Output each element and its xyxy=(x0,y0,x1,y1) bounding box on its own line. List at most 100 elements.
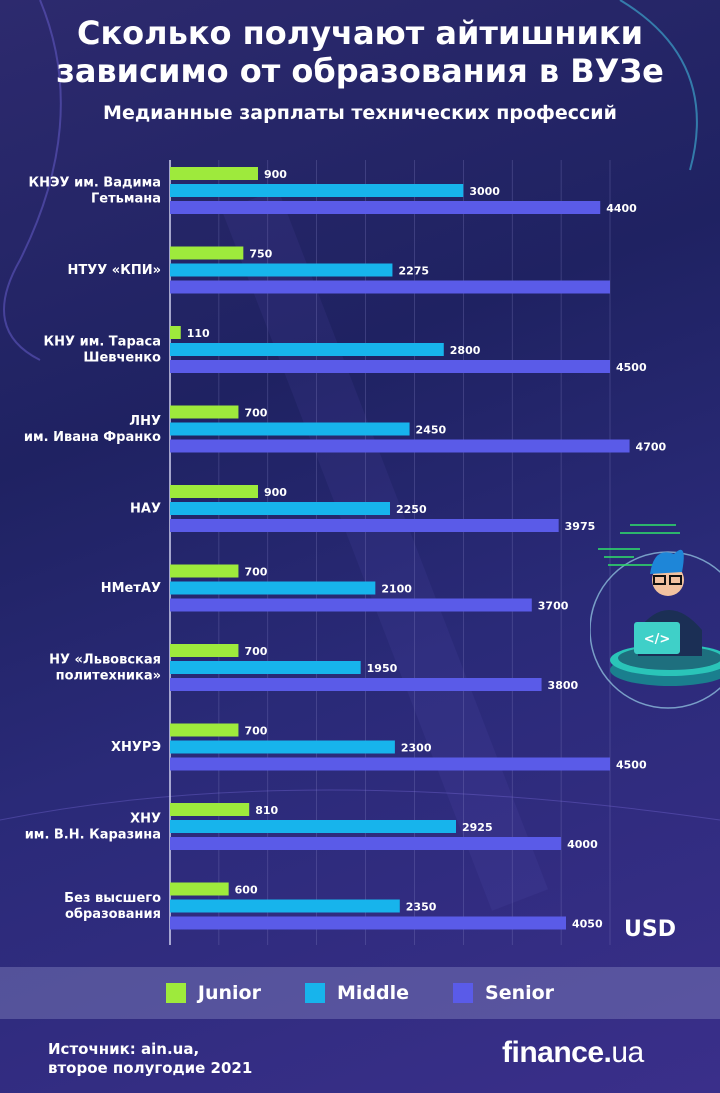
legend-swatch-senior xyxy=(453,983,474,1003)
bar-senior xyxy=(170,598,532,612)
category-label: политехника» xyxy=(56,669,161,684)
category-label: Без высшего xyxy=(64,891,161,906)
bar-junior xyxy=(170,405,239,419)
unit-label: USD xyxy=(624,917,676,942)
category-label: Шевченко xyxy=(83,351,161,366)
data-label-senior: 3700 xyxy=(538,600,569,613)
svg-text:</>: </> xyxy=(644,632,671,647)
page-subtitle: Медианные зарплаты технических профессий xyxy=(103,102,617,124)
chart-legend: Junior Middle Senior xyxy=(0,967,720,1019)
legend-item-senior: Senior xyxy=(453,982,554,1004)
category-label: им. Ивана Франко xyxy=(24,430,161,445)
programmer-laptop-icon: </> xyxy=(589,510,720,724)
legend-label-junior: Junior xyxy=(197,982,261,1004)
bar-senior xyxy=(170,280,610,294)
data-label-senior: 4500 xyxy=(616,361,647,374)
data-label-middle: 2925 xyxy=(462,821,493,834)
bar-middle xyxy=(170,502,390,515)
category-label: НМетАУ xyxy=(101,581,161,596)
logo-text-dot: . xyxy=(603,1036,612,1069)
category-label: ЛНУ xyxy=(129,414,161,429)
data-label-middle: 2450 xyxy=(416,424,447,437)
data-label-middle: 2275 xyxy=(398,265,429,278)
data-label-senior: 4000 xyxy=(567,838,598,851)
bar-middle xyxy=(170,263,393,277)
category-label: НАУ xyxy=(130,502,161,517)
category-label: Гетьмана xyxy=(91,192,161,207)
category-label: образования xyxy=(65,907,161,922)
data-label-junior: 900 xyxy=(264,486,287,499)
bar-middle xyxy=(170,422,410,436)
bar-senior xyxy=(170,519,559,532)
bar-senior xyxy=(170,678,542,691)
data-label-senior: 3975 xyxy=(565,520,596,533)
bar-junior xyxy=(170,803,250,816)
data-label-senior: 4400 xyxy=(606,202,637,215)
data-label-senior: 4500 xyxy=(616,759,647,772)
bar-senior xyxy=(170,201,601,214)
data-label-middle: 2800 xyxy=(450,344,481,357)
bar-junior xyxy=(170,326,181,339)
bar-junior xyxy=(170,485,258,498)
finance-ua-logo: finance.ua xyxy=(502,1036,644,1070)
data-label-middle: 2300 xyxy=(401,742,432,755)
data-label-junior: 700 xyxy=(244,725,267,738)
logo-text-tld: ua xyxy=(611,1036,644,1069)
data-label-junior: 600 xyxy=(235,884,258,897)
bar-middle xyxy=(170,820,456,833)
data-label-middle: 2100 xyxy=(381,583,412,596)
legend-item-junior: Junior xyxy=(165,982,261,1004)
data-label-senior: 4700 xyxy=(636,441,667,454)
category-label: НУ «Львовская xyxy=(49,653,161,668)
category-label: ХНУРЭ xyxy=(111,740,161,755)
bar-middle xyxy=(170,581,376,595)
data-label-middle: 2250 xyxy=(396,503,427,516)
legend-swatch-middle xyxy=(304,983,325,1003)
bar-middle xyxy=(170,661,361,674)
source-line-1: Источник: ain.ua, xyxy=(48,1040,200,1058)
data-label-junior: 700 xyxy=(244,645,267,658)
bar-junior xyxy=(170,246,244,260)
data-label-junior: 110 xyxy=(187,327,210,340)
data-label-junior: 700 xyxy=(244,566,267,579)
bar-senior xyxy=(170,360,610,373)
data-label-junior: 810 xyxy=(255,804,278,817)
data-label-junior: 750 xyxy=(249,248,272,261)
data-label-junior: 900 xyxy=(264,168,287,181)
category-label: им. В.Н. Каразина xyxy=(25,828,161,843)
bar-junior xyxy=(170,723,239,737)
source-line-2: второе полугодие 2021 xyxy=(48,1059,253,1077)
data-label-senior: 3800 xyxy=(548,679,579,692)
legend-item-middle: Middle xyxy=(304,982,410,1004)
bar-junior xyxy=(170,564,239,578)
bar-senior xyxy=(170,916,566,930)
data-label-middle: 3000 xyxy=(469,185,500,198)
bar-middle xyxy=(170,184,464,197)
bar-middle xyxy=(170,740,395,754)
bar-junior xyxy=(170,882,229,896)
category-label: КНУ им. Тараса xyxy=(44,335,161,350)
category-label: НТУУ «КПИ» xyxy=(67,263,161,278)
source-note: Источник: ain.ua, второе полугодие 2021 xyxy=(48,1040,252,1078)
page-title: Сколько получают айтишники зависимо от о… xyxy=(0,14,720,90)
bar-senior xyxy=(170,837,562,850)
data-label-middle: 2350 xyxy=(406,901,437,914)
title-line-1: Сколько получают айтишники xyxy=(76,14,644,52)
data-label-senior: 4050 xyxy=(572,918,603,931)
legend-label-middle: Middle xyxy=(336,982,410,1004)
logo-text-main: finance xyxy=(502,1036,604,1069)
legend-label-senior: Senior xyxy=(485,982,555,1004)
bar-middle xyxy=(170,343,444,356)
category-label: КНЭУ им. Вадима xyxy=(29,176,161,191)
data-label-middle: 1950 xyxy=(367,662,398,675)
bar-junior xyxy=(170,644,239,657)
bar-middle xyxy=(170,899,400,913)
bar-junior xyxy=(170,167,258,180)
title-line-2: зависимо от образования в ВУЗе xyxy=(56,52,664,90)
category-label: ХНУ xyxy=(130,812,161,827)
legend-swatch-junior xyxy=(165,983,186,1003)
bar-senior xyxy=(170,757,610,771)
bar-senior xyxy=(170,439,630,453)
